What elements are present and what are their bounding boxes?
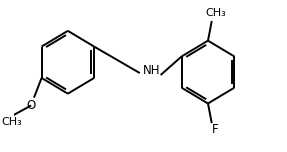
Text: CH₃: CH₃ <box>205 8 226 18</box>
Text: NH: NH <box>142 64 160 77</box>
Text: O: O <box>27 99 36 112</box>
Text: CH₃: CH₃ <box>1 117 22 127</box>
Text: F: F <box>212 123 219 136</box>
